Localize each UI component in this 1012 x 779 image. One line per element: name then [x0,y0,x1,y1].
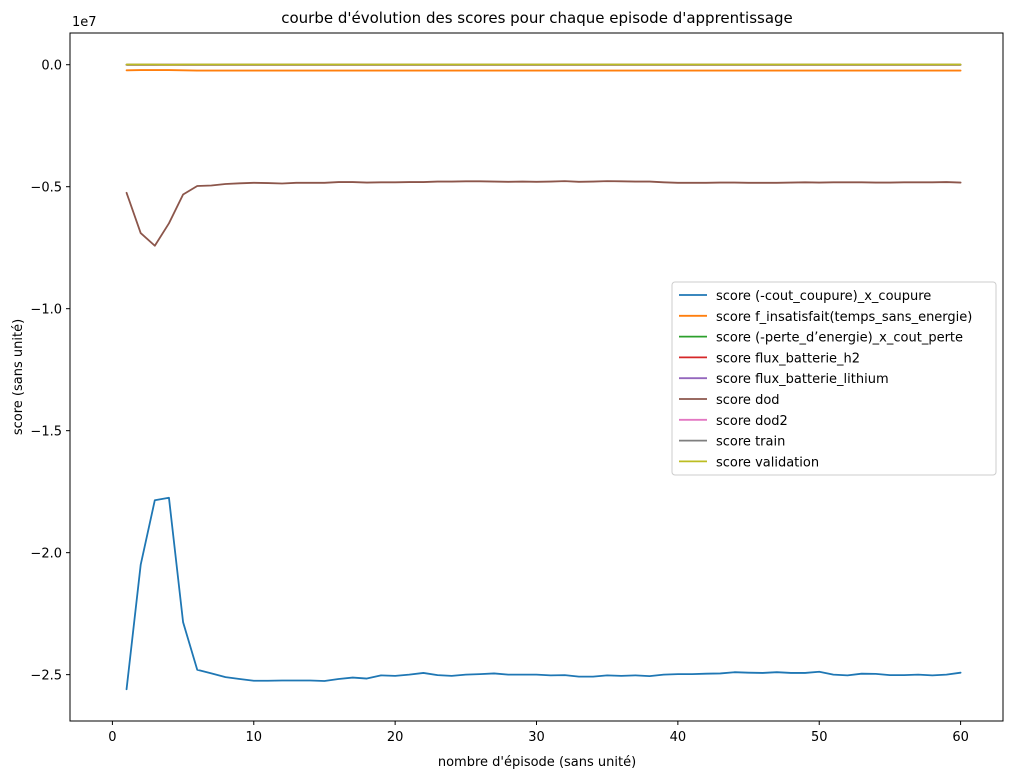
series-line-5 [125,180,962,247]
x-axis: 0 10 20 30 40 50 60 [108,721,969,745]
x-tick-label: 10 [245,730,262,745]
y-axis-label: score (sans unité) [11,319,26,435]
x-tick-label: 50 [811,730,828,745]
y-tick-label: −0.5 [30,181,62,196]
y-axis-multiplier: 1e7 [72,15,97,30]
legend-label: score (-cout_coupure)_x_coupure [716,289,931,304]
legend-label: score dod2 [716,414,788,429]
y-tick-label: 0.0 [41,59,62,74]
chart-title: courbe d'évolution des scores pour chaqu… [281,9,793,27]
legend-label: score flux_batterie_h2 [716,351,860,366]
y-tick-label: −1.0 [30,303,62,318]
x-tick-label: 30 [528,730,545,745]
legend-label: score flux_batterie_lithium [716,372,889,387]
x-tick-label: 60 [952,730,969,745]
legend-label: score train [716,435,785,450]
y-tick-label: −1.5 [30,425,62,440]
x-tick-label: 40 [670,730,687,745]
x-axis-label: nombre d'épisode (sans unité) [438,755,636,770]
legend-label: score f_insatisfait(temps_sans_energie) [716,310,972,325]
series-layer [125,63,962,691]
y-tick-label: −2.5 [30,669,62,684]
legend-label: score validation [716,455,819,470]
legend-label: score (-perte_d’energie)_x_cout_perte [716,331,963,346]
x-tick-label: 0 [108,730,116,745]
x-tick-label: 20 [387,730,404,745]
legend-label: score dod [716,393,780,408]
legend-box [671,281,997,476]
y-tick-label: −2.0 [30,547,62,562]
y-axis: 0.0 −0.5 −1.0 −1.5 −2.0 −2.5 [30,59,70,684]
series-line-0 [125,496,962,691]
